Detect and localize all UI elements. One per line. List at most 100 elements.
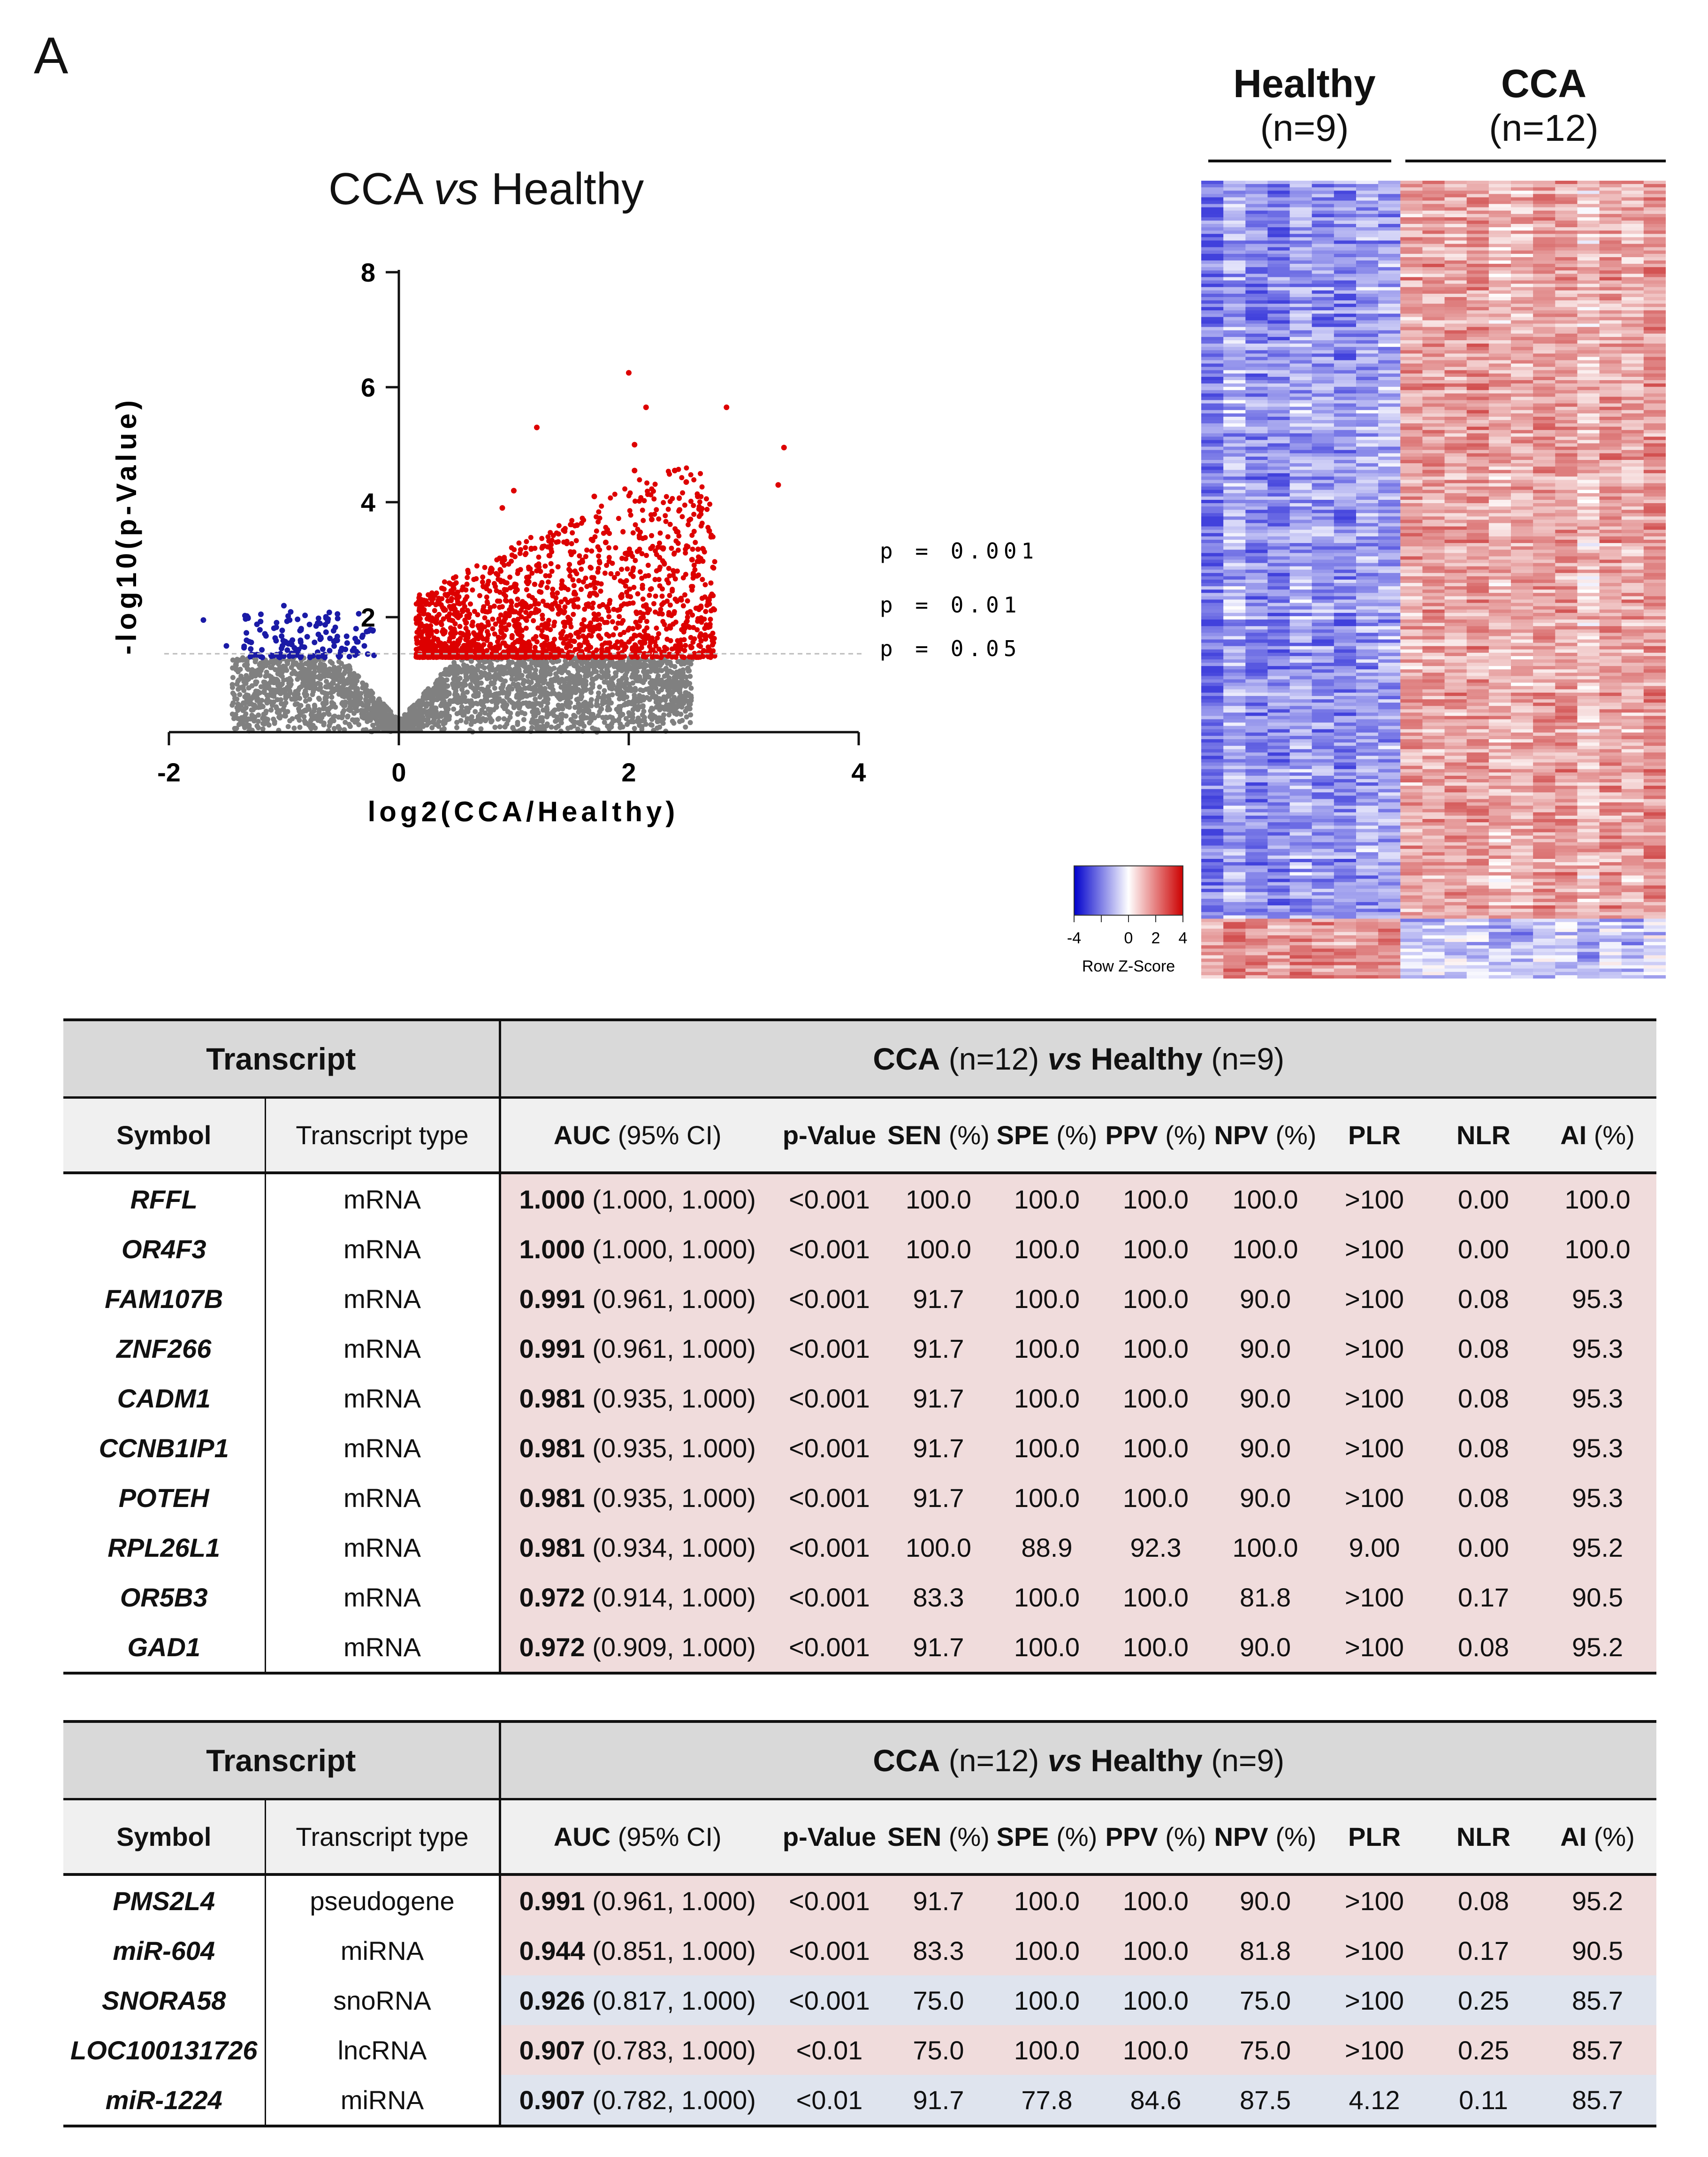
point-up [414, 637, 419, 643]
heatmap-cell [1643, 181, 1666, 184]
point-not-significant [509, 676, 515, 682]
heatmap-cell [1488, 197, 1511, 201]
point-not-significant [234, 705, 240, 711]
heatmap-cell [1289, 214, 1312, 218]
point-not-significant [352, 719, 358, 725]
heatmap-cell [1643, 191, 1666, 194]
point-down [290, 637, 296, 643]
point-up [590, 600, 596, 606]
point-not-significant [565, 726, 571, 731]
point-not-significant [459, 681, 465, 687]
point-up [698, 638, 704, 643]
point-not-significant [301, 714, 307, 719]
point-up [680, 603, 686, 609]
heatmap-cell [1511, 240, 1533, 245]
heatmap-cell [1400, 250, 1423, 254]
point-up [710, 648, 716, 654]
heatmap-cell [1422, 234, 1445, 238]
point-not-significant [631, 698, 637, 704]
heatmap-cell [1289, 187, 1312, 191]
heatmap-cell [1488, 194, 1511, 198]
point-up [642, 535, 648, 540]
heatmap-cell [1223, 217, 1246, 221]
point-not-significant [551, 677, 557, 682]
point-up [605, 605, 610, 611]
point-up [664, 577, 670, 583]
point-up [681, 655, 687, 660]
point-up [699, 484, 705, 490]
point-up [619, 556, 625, 561]
point-not-significant [374, 721, 380, 727]
heatmap-cell [1245, 240, 1268, 245]
point-not-significant [687, 673, 693, 679]
heatmap-cell [1422, 200, 1445, 205]
point-not-significant [496, 716, 502, 721]
point-up [660, 558, 665, 564]
point-not-significant [346, 663, 352, 669]
point-up [463, 620, 469, 626]
point-up [549, 602, 555, 607]
point-not-significant [321, 720, 327, 726]
point-up [581, 617, 587, 623]
point-not-significant [324, 667, 330, 673]
point-not-significant [593, 663, 598, 669]
point-not-significant [257, 701, 262, 706]
heatmap-cell [1223, 207, 1246, 211]
point-not-significant [479, 664, 485, 669]
point-not-significant [539, 660, 545, 666]
point-up [502, 562, 507, 568]
heatmap-cell [1444, 227, 1467, 231]
point-up [577, 553, 582, 558]
point-up [571, 549, 577, 555]
point-not-significant [681, 697, 686, 703]
point-not-significant [504, 692, 510, 697]
heatmap-cell [1577, 207, 1600, 211]
point-down [276, 654, 282, 660]
point-up [591, 611, 597, 617]
point-not-significant [637, 664, 642, 670]
point-not-significant [511, 681, 516, 687]
point-not-significant [514, 661, 519, 667]
point-up [656, 631, 662, 636]
heatmap-cell [1599, 230, 1622, 234]
point-not-significant [658, 659, 663, 665]
point-not-significant [588, 711, 594, 717]
point-up [659, 593, 665, 599]
heatmap-cell [1488, 224, 1511, 228]
point-not-significant [618, 712, 624, 718]
point-not-significant [529, 686, 535, 692]
point-up [449, 598, 454, 604]
heatmap-cell [1245, 181, 1268, 184]
point-down [297, 639, 304, 645]
point-up [449, 627, 455, 633]
heatmap-cell [1400, 184, 1423, 188]
point-up [428, 596, 434, 601]
point-up [610, 632, 616, 638]
heatmap-cell [1378, 253, 1401, 258]
point-not-significant [540, 689, 545, 695]
heatmap-cell [1422, 227, 1445, 231]
point-up [472, 637, 477, 643]
point-up [447, 604, 452, 609]
point-down [343, 646, 349, 652]
point-up [682, 626, 687, 631]
point-up [469, 622, 475, 628]
point-down [259, 647, 265, 653]
point-not-significant [486, 658, 492, 664]
point-not-significant [293, 660, 299, 666]
heatmap-cell [1378, 237, 1401, 241]
heatmap-cell [1245, 237, 1268, 241]
point-not-significant [275, 671, 281, 677]
heatmap-cell [1621, 214, 1644, 218]
point-not-significant [366, 714, 371, 719]
point-up [556, 539, 561, 544]
point-up [663, 519, 669, 524]
point-up [474, 563, 480, 569]
heatmap-cell [1488, 221, 1511, 224]
heatmap-cell [1245, 227, 1268, 231]
heatmap-cell [1488, 244, 1511, 248]
heatmap-cell [1555, 250, 1578, 254]
point-not-significant [304, 678, 309, 683]
point-up [540, 651, 545, 657]
volcano-title-pre: CCA [328, 164, 434, 214]
